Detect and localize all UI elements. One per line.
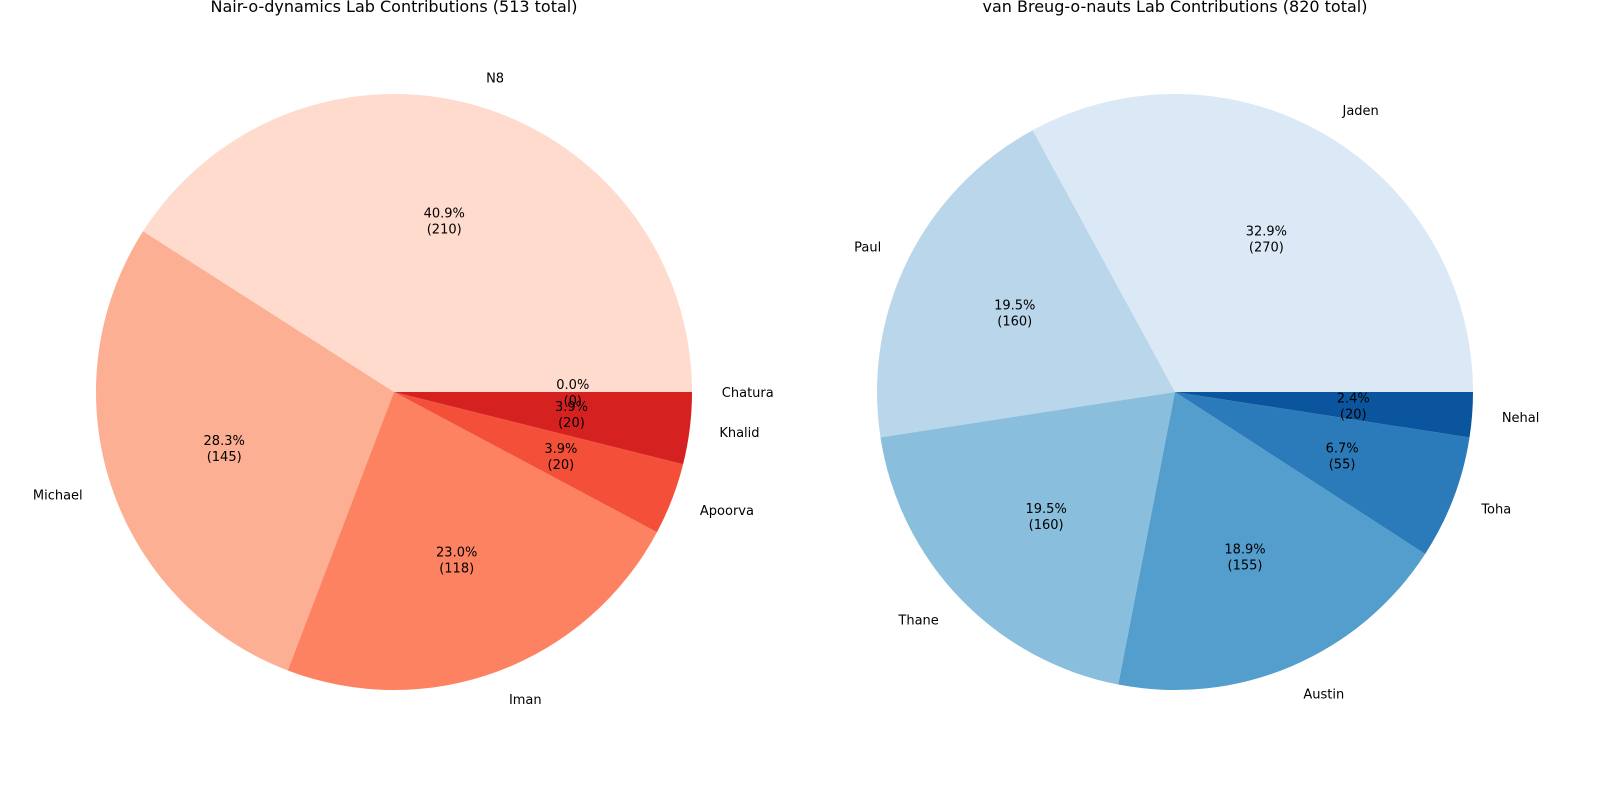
pie-slice-nehal <box>1175 392 1473 438</box>
slice-value-label-khalid: 3.9% (20) <box>555 400 588 431</box>
pie-slice-apoorva <box>394 392 684 533</box>
van-breug-lab-pie-chart: van Breug-o-nauts Lab Contributions (820… <box>854 0 1539 703</box>
slice-label-jaden: Jaden <box>1342 104 1379 119</box>
slice-label-austin: Austin <box>1303 688 1344 703</box>
slice-value-label-nehal: 2.4% (20) <box>1337 392 1370 423</box>
slice-value-label-michael: 28.3% (145) <box>204 434 245 465</box>
slice-value-label-thane: 19.5% (160) <box>1026 502 1067 533</box>
slice-label-nehal: Nehal <box>1502 411 1540 426</box>
slice-value-label-jaden: 32.9% (270) <box>1246 224 1287 255</box>
pie-slice-n8 <box>143 94 693 392</box>
slice-label-chatura: Chatura <box>722 386 774 401</box>
pie-slice-michael <box>95 231 394 671</box>
pie-slice-iman <box>287 392 657 691</box>
slice-label-michael: Michael <box>33 489 83 504</box>
slice-label-iman: Iman <box>509 693 542 708</box>
slice-label-apoorva: Apoorva <box>700 504 754 519</box>
slice-value-label-chatura: 0.0% (0) <box>556 378 589 409</box>
slice-value-label-toha: 6.7% (55) <box>1326 442 1359 473</box>
pie-slice-thane <box>880 392 1175 685</box>
slice-value-label-apoorva: 3.9% (20) <box>544 442 577 473</box>
pie-slice-jaden <box>1032 93 1473 392</box>
slice-value-label-austin: 18.9% (155) <box>1224 543 1265 574</box>
slice-value-label-paul: 19.5% (160) <box>994 299 1035 330</box>
slice-value-label-n8: 40.9% (210) <box>424 206 465 237</box>
pie-slice-khalid <box>394 392 692 465</box>
slice-label-thane: Thane <box>897 613 938 628</box>
slice-label-n8: N8 <box>486 71 504 86</box>
pie-slice-paul <box>876 130 1175 438</box>
slice-label-khalid: Khalid <box>719 426 759 441</box>
pie-slice-austin <box>1118 392 1426 691</box>
slice-label-paul: Paul <box>854 241 881 256</box>
slice-label-toha: Toha <box>1480 503 1511 518</box>
pie-slice-toha <box>1175 392 1470 554</box>
chart-title: Nair-o-dynamics Lab Contributions (513 t… <box>211 0 578 16</box>
chart-title: van Breug-o-nauts Lab Contributions (820… <box>983 0 1368 16</box>
nair-lab-pie-chart: Nair-o-dynamics Lab Contributions (513 t… <box>33 0 774 708</box>
slice-value-label-iman: 23.0% (118) <box>436 545 477 576</box>
